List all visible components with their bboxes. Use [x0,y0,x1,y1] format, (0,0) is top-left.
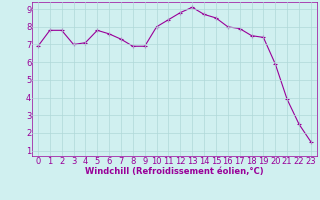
X-axis label: Windchill (Refroidissement éolien,°C): Windchill (Refroidissement éolien,°C) [85,167,264,176]
